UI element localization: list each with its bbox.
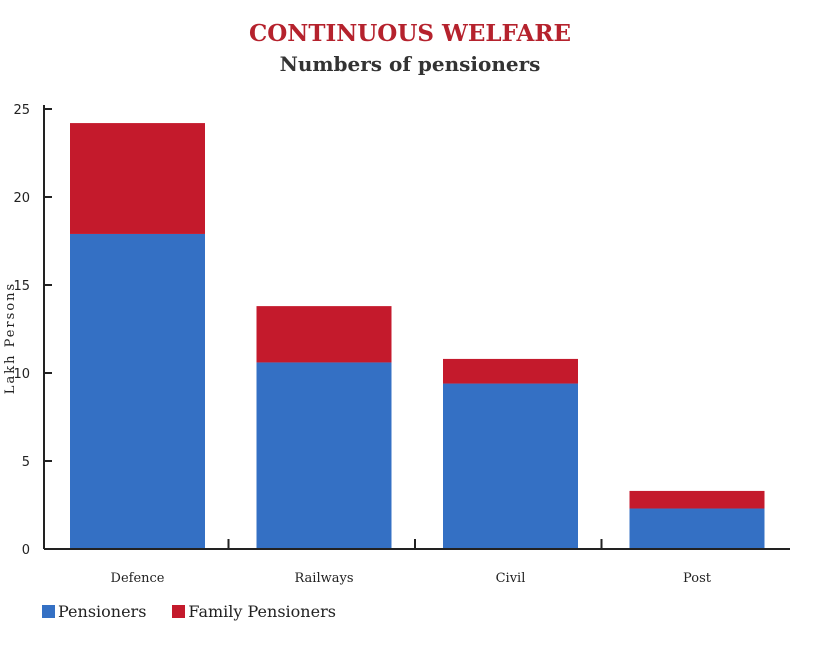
legend-label-family-pensioners: Family Pensioners — [188, 602, 336, 621]
bar-family-pensioners-civil — [443, 358, 578, 384]
x-tick-label-railways: Railways — [294, 571, 353, 586]
legend-swatch-pensioners — [42, 605, 55, 618]
bar-family-pensioners-railways — [256, 306, 392, 363]
x-tick-label-post: Post — [683, 571, 712, 586]
y-axis-label: Lakh Persons — [3, 282, 18, 394]
y-tick-label-15: 15 — [13, 279, 30, 294]
legend-swatch-family-pensioners — [172, 605, 186, 618]
y-tick-label-10: 10 — [13, 367, 30, 382]
y-tick-label-0: 0 — [22, 543, 30, 558]
x-tick-label-civil: Civil — [496, 571, 526, 586]
bar-family-pensioners-defence — [70, 123, 205, 234]
bar-pensioners-railways — [256, 362, 392, 549]
bar-pensioners-defence — [70, 233, 205, 549]
y-tick-label-5: 5 — [22, 455, 30, 470]
legend: Pensioners Family Pensioners — [42, 602, 362, 621]
bar-pensioners-civil — [443, 383, 578, 549]
x-tick-label-defence: Defence — [111, 571, 165, 586]
y-tick-label-25: 25 — [13, 103, 30, 118]
y-tick-label-20: 20 — [13, 191, 30, 206]
chart-title: CONTINUOUS WELFARE — [248, 20, 572, 47]
legend-item-family-pensioners: Family Pensioners — [172, 602, 336, 621]
legend-item-pensioners: Pensioners — [42, 602, 146, 621]
legend-label-pensioners: Pensioners — [58, 602, 147, 621]
bar-pensioners-post — [629, 508, 765, 549]
chart-subtitle: Numbers of pensioners — [279, 52, 541, 76]
bar-family-pensioners-post — [629, 490, 765, 509]
